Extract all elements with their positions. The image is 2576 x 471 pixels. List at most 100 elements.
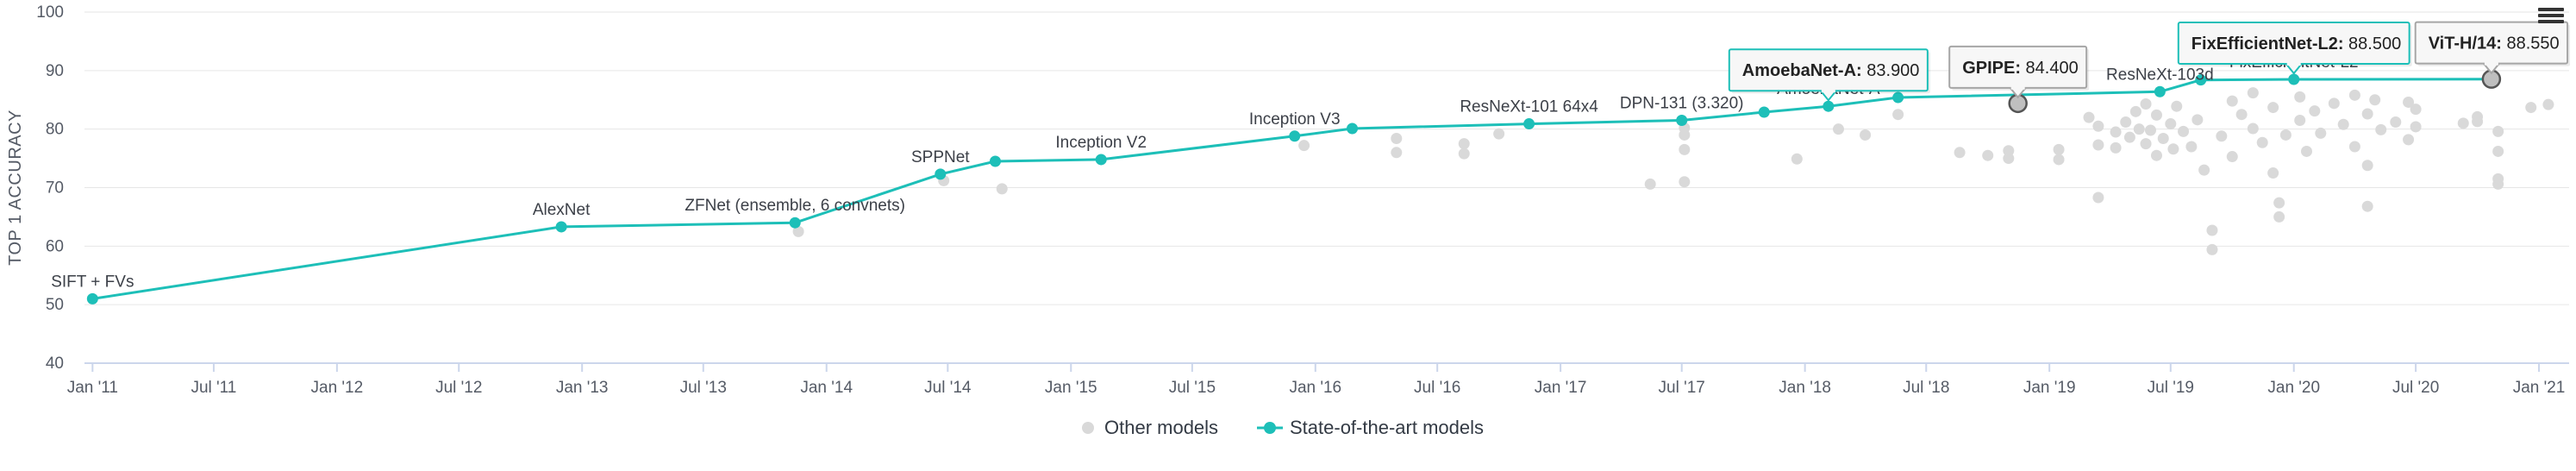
x-tick-label: Jul '18 xyxy=(1903,379,1949,397)
sota-point-label: SPPNet xyxy=(911,148,970,166)
tooltip-pointer xyxy=(1820,90,1837,102)
legend-label-other: Other models xyxy=(1104,417,1218,438)
other-model-point xyxy=(2410,121,2422,133)
other-model-point xyxy=(2216,130,2228,142)
sota-point-label: Inception V3 xyxy=(1249,110,1341,129)
tooltip-model-name: AmoebaNet-A: xyxy=(1742,61,1862,80)
other-model-point xyxy=(2157,133,2169,145)
other-model-point xyxy=(2328,97,2340,110)
other-model-point xyxy=(2235,109,2248,121)
x-tick-label: Jul '13 xyxy=(680,379,727,397)
tooltip: FixEfficientNet-L2: 88.500 xyxy=(2177,22,2412,75)
x-tick-label: Jan '19 xyxy=(2023,379,2076,397)
sota-point xyxy=(1892,91,1904,104)
other-model-point xyxy=(1860,129,1872,141)
tooltip-value: 88.500 xyxy=(2343,35,2401,53)
other-model-point xyxy=(2309,105,2321,117)
other-model-point xyxy=(2410,104,2422,116)
tooltip-pointer xyxy=(2285,63,2303,75)
other-model-point xyxy=(1391,133,1403,145)
axes: 40 50 60 70 80 90 100 Jan '11 Jul '11 Jan '12 Jul … xyxy=(6,3,2569,397)
y-tick-label: 70 xyxy=(46,179,64,198)
other-model-point xyxy=(2092,139,2104,151)
x-tick-label: Jul '12 xyxy=(435,379,482,397)
sota-point xyxy=(1523,118,1535,130)
sota-point xyxy=(789,217,801,229)
other-model-point xyxy=(2256,136,2268,148)
sota-point xyxy=(1676,114,1688,126)
y-tick-label: 80 xyxy=(46,121,64,139)
sota-point-label: DPN-131 (3.320) xyxy=(1620,94,1744,112)
sota-point xyxy=(1347,122,1359,135)
sota-point xyxy=(2154,85,2166,97)
tooltip-pointer xyxy=(2009,87,2027,99)
x-tick-label: Jan '20 xyxy=(2267,379,2320,397)
menu-bar-icon xyxy=(2538,20,2564,23)
y-tick-label: 50 xyxy=(46,296,64,314)
other-model-point xyxy=(2247,87,2259,99)
other-model-point xyxy=(2053,143,2065,155)
other-model-point xyxy=(2273,197,2285,209)
x-tick-label: Jul '19 xyxy=(2148,379,2194,397)
other-model-point xyxy=(2315,127,2327,139)
sota-point xyxy=(935,168,947,180)
other-model-point xyxy=(2110,141,2122,154)
y-tick-label: 40 xyxy=(46,355,64,373)
legend-item-other-models[interactable]: Other models xyxy=(1082,417,1218,438)
x-tick-label: Jan '15 xyxy=(1045,379,1097,397)
other-model-point xyxy=(2247,122,2259,135)
other-model-point xyxy=(1298,140,1310,152)
sota-point-label: AlexNet xyxy=(533,201,591,219)
sota-point xyxy=(555,221,567,233)
x-tick-label: Jul '16 xyxy=(1414,379,1460,397)
legend-marker-other xyxy=(1082,422,1094,434)
sota-point-label: ZFNet (ensemble, 6 convnets) xyxy=(685,197,905,215)
other-model-point xyxy=(2369,94,2381,106)
x-tick-label: Jan '18 xyxy=(1779,379,1831,397)
x-tick-label: Jul '17 xyxy=(1659,379,1705,397)
other-model-point xyxy=(2003,153,2015,165)
legend[interactable]: Other models State-of-the-art models xyxy=(1082,417,1484,438)
other-model-point xyxy=(2178,125,2190,137)
other-model-point xyxy=(2092,120,2104,132)
other-model-point xyxy=(2300,145,2312,157)
legend-marker-sota xyxy=(1264,422,1276,434)
y-axis-title: TOP 1 ACCURACY xyxy=(6,110,25,266)
other-model-point xyxy=(2472,116,2484,128)
tooltip: AmoebaNet-A: 83.900 xyxy=(1728,48,1930,102)
other-models-series xyxy=(792,87,2554,255)
other-model-point xyxy=(2133,123,2145,135)
other-model-point xyxy=(2267,102,2279,114)
sota-point xyxy=(1758,106,1770,118)
x-tick-label: Jul '14 xyxy=(924,379,972,397)
sota-point-label: SIFT + FVs xyxy=(51,273,134,291)
x-tick-label: Jul '11 xyxy=(191,379,236,397)
tooltip-value: 84.400 xyxy=(2021,59,2079,78)
x-tick-label: Jul '20 xyxy=(2392,379,2439,397)
chart-menu-button[interactable] xyxy=(2538,5,2564,28)
x-tick-label: Jul '15 xyxy=(1169,379,1216,397)
x-tick-label: Jan '17 xyxy=(1535,379,1587,397)
other-model-point xyxy=(2129,105,2141,117)
tooltip-text: GPIPE: 84.400 xyxy=(1962,59,2079,78)
x-tick-label: Jan '11 xyxy=(67,379,118,397)
sota-point xyxy=(2288,73,2300,85)
other-model-point xyxy=(2226,95,2238,107)
legend-item-sota[interactable]: State-of-the-art models xyxy=(1257,417,1484,438)
sota-point-label: ResNeXt-103d xyxy=(2106,66,2214,84)
other-model-point xyxy=(2144,124,2156,136)
other-model-point xyxy=(1954,147,1966,159)
tooltip-text: ViT-H/14: 88.550 xyxy=(2429,35,2560,53)
other-model-point xyxy=(1679,176,1691,188)
other-model-point xyxy=(2140,97,2152,110)
sota-point xyxy=(86,292,98,305)
tooltip: GPIPE: 84.400 xyxy=(1948,45,2090,99)
other-model-point xyxy=(2110,126,2122,138)
other-model-point xyxy=(2403,134,2415,146)
other-model-point xyxy=(1892,109,1904,121)
sota-point-label: ResNeXt-101 64x4 xyxy=(1460,98,1598,116)
other-model-point xyxy=(2492,125,2504,137)
menu-bar-icon xyxy=(2538,8,2564,11)
other-model-point xyxy=(2120,116,2132,129)
